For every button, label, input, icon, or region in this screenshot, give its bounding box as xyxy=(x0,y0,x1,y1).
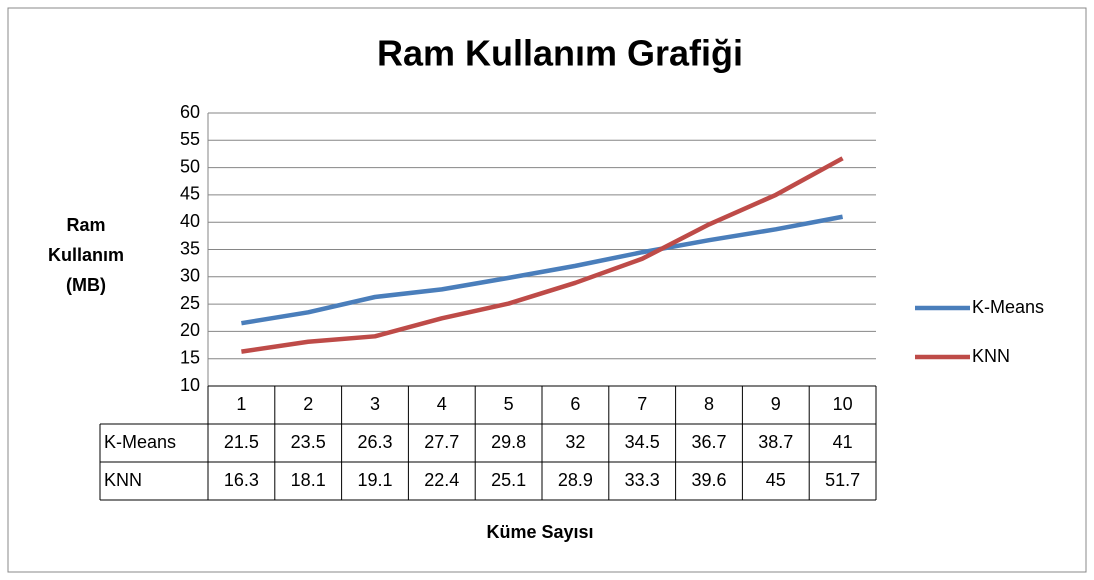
table-cell: 36.7 xyxy=(691,432,726,452)
data-line xyxy=(241,156,844,354)
x-tick-label: 1 xyxy=(236,394,246,414)
x-tick-label: 9 xyxy=(771,394,781,414)
x-axis-label: Küme Sayısı xyxy=(486,522,593,542)
table-cell: 22.4 xyxy=(424,470,459,490)
table-cell: 29.8 xyxy=(491,432,526,452)
table-cell: 16.3 xyxy=(224,470,259,490)
x-tick-label: 7 xyxy=(637,394,647,414)
y-tick-label: 60 xyxy=(180,102,200,122)
y-tick-label: 45 xyxy=(180,184,200,204)
table-cell: 27.7 xyxy=(424,432,459,452)
y-tick-label: 35 xyxy=(180,238,200,258)
table-cell: 18.1 xyxy=(291,470,326,490)
table-row-label: KNN xyxy=(104,470,142,490)
x-tick-label: 10 xyxy=(833,394,853,414)
y-tick-label: 30 xyxy=(180,266,200,286)
x-tick-label: 6 xyxy=(570,394,580,414)
legend-label: KNN xyxy=(972,346,1010,366)
table-cell: 28.9 xyxy=(558,470,593,490)
table-cell: 38.7 xyxy=(758,432,793,452)
y-tick-label: 40 xyxy=(180,211,200,231)
y-tick-label: 15 xyxy=(180,347,200,367)
table-cell: 21.5 xyxy=(224,432,259,452)
table-cell: 32 xyxy=(565,432,585,452)
table-row-label: K-Means xyxy=(104,432,176,452)
y-tick-label: 55 xyxy=(180,129,200,149)
x-tick-label: 4 xyxy=(437,394,447,414)
table-cell: 34.5 xyxy=(625,432,660,452)
y-tick-label: 10 xyxy=(180,375,200,395)
table-cell: 19.1 xyxy=(357,470,392,490)
table-cell: 26.3 xyxy=(357,432,392,452)
x-tick-label: 3 xyxy=(370,394,380,414)
x-tick-label: 8 xyxy=(704,394,714,414)
y-axis-label: Ram Kullanım (MB) xyxy=(47,215,124,295)
x-tick-label: 2 xyxy=(303,394,313,414)
table-cell: 25.1 xyxy=(491,470,526,490)
table-cell: 23.5 xyxy=(291,432,326,452)
table-cell: 51.7 xyxy=(825,470,860,490)
chart-title: Ram Kullanım Grafiği xyxy=(377,33,743,74)
y-tick-label: 50 xyxy=(180,156,200,176)
table-cell: 33.3 xyxy=(625,470,660,490)
table-cell: 39.6 xyxy=(691,470,726,490)
y-tick-label: 20 xyxy=(180,320,200,340)
table-cell: 45 xyxy=(766,470,786,490)
legend-label: K-Means xyxy=(972,297,1044,317)
table-cell: 41 xyxy=(833,432,853,452)
y-tick-label: 25 xyxy=(180,293,200,313)
x-tick-label: 5 xyxy=(504,394,514,414)
data-line xyxy=(241,214,844,326)
